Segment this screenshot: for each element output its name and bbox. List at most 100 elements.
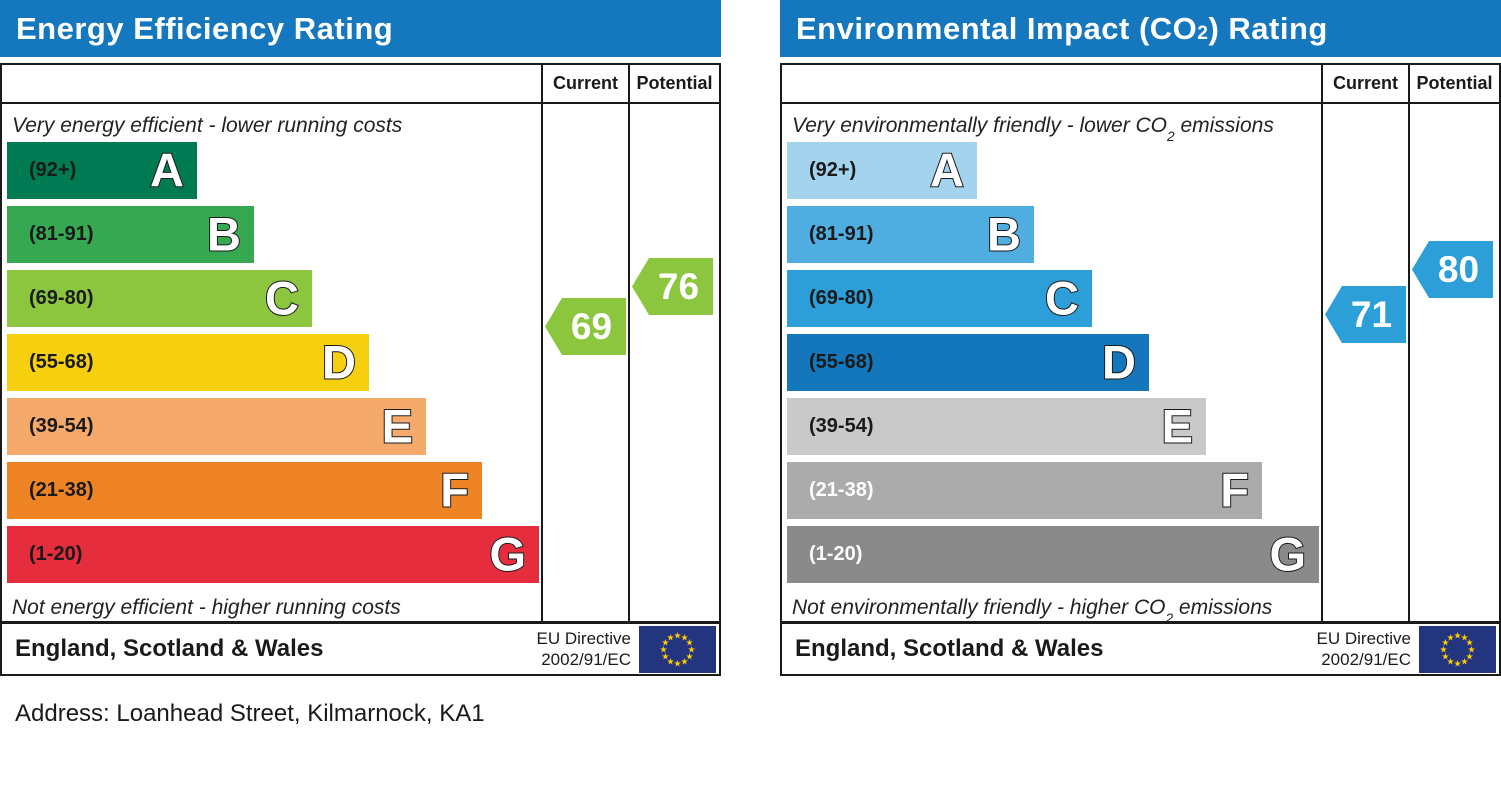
eu-flag-icon: ★ ★ ★ ★ ★ ★ ★ ★ ★ ★ ★ ★ xyxy=(639,625,716,673)
co2-footer: England, Scotland & Wales EU Directive 2… xyxy=(782,621,1499,674)
co2-column-header-current: Current xyxy=(1321,65,1408,102)
co2-title-suffix: ) Rating xyxy=(1208,10,1328,46)
co2-band-row-e: (39-54) E xyxy=(787,398,1206,455)
svg-text:★: ★ xyxy=(659,645,667,655)
energy-caption-bottom: Not energy efficient - higher running co… xyxy=(2,590,541,621)
co2-band-range-d: (55-68) xyxy=(809,351,874,373)
energy-band-row-e: (39-54) E xyxy=(7,398,426,455)
svg-text:★: ★ xyxy=(1453,631,1461,641)
svg-text:★: ★ xyxy=(686,652,694,662)
co2-potential-column: 80 xyxy=(1408,104,1499,621)
co2-band-range-a: (92+) xyxy=(809,159,857,181)
co2-bands: (92+) A (81-91) B (69-80) C (55-68) xyxy=(782,142,1321,583)
svg-text:★: ★ xyxy=(1466,638,1474,648)
svg-text:★: ★ xyxy=(1441,652,1449,662)
co2-band-row-c: (69-80) C xyxy=(787,270,1092,327)
svg-text:★: ★ xyxy=(687,645,695,655)
co2-band-letter-a: A xyxy=(929,143,965,197)
energy-current-column: 69 xyxy=(541,104,628,621)
energy-band-letter-g: G xyxy=(488,527,527,581)
co2-band-range-f: (21-38) xyxy=(809,479,874,501)
energy-panel-title: Energy Efficiency Rating xyxy=(0,0,721,57)
energy-band-letter-c: C xyxy=(264,271,300,325)
energy-band-letter-e: E xyxy=(381,399,414,453)
energy-potential-column: 76 xyxy=(628,104,719,621)
co2-table-header-row: Current Potential xyxy=(782,65,1499,104)
energy-band-letter-b: B xyxy=(206,207,242,261)
address-line: Address: Loanhead Street, Kilmarnock, KA… xyxy=(15,700,485,727)
energy-band-row-b: (81-91) B xyxy=(7,206,254,263)
svg-text:★: ★ xyxy=(1441,638,1449,648)
co2-caption-top: Very environmentally friendly - lower CO… xyxy=(782,104,1321,143)
energy-band-range-f: (21-38) xyxy=(29,479,94,501)
co2-column-header-potential: Potential xyxy=(1408,65,1499,102)
co2-band-letter-e: E xyxy=(1161,399,1194,453)
svg-text:★: ★ xyxy=(666,633,674,643)
svg-text:★: ★ xyxy=(673,631,681,641)
svg-text:★: ★ xyxy=(686,638,694,648)
co2-caption-bottom: Not environmentally friendly - higher CO… xyxy=(782,590,1321,621)
co2-band-plot: Very environmentally friendly - lower CO… xyxy=(782,104,1321,621)
energy-footer-region-label: England, Scotland & Wales xyxy=(15,635,324,662)
energy-band-plot: Very energy efficient - lower running co… xyxy=(2,104,541,621)
energy-band-row-a: (92+) A xyxy=(7,142,197,199)
energy-header-spacer xyxy=(2,65,541,102)
energy-title-text: Energy Efficiency Rating xyxy=(16,10,394,46)
svg-text:★: ★ xyxy=(1466,652,1474,662)
svg-text:★: ★ xyxy=(1460,633,1468,643)
co2-eu-directive-label: EU Directive 2002/91/EC xyxy=(1317,628,1411,671)
co2-band-row-d: (55-68) D xyxy=(787,334,1149,391)
energy-band-range-c: (69-80) xyxy=(29,287,94,309)
energy-table-header-row: Current Potential xyxy=(2,65,719,104)
energy-eu-directive-line2: 2002/91/EC xyxy=(541,650,631,669)
co2-caption-bottom-subscript: 2 xyxy=(1165,610,1174,621)
co2-band-range-g: (1-20) xyxy=(809,543,863,565)
energy-bands: (92+) A (81-91) B (69-80) C (55-68) xyxy=(2,142,541,583)
energy-footer: England, Scotland & Wales EU Directive 2… xyxy=(2,621,719,674)
energy-caption-top-text: Very energy efficient - lower running co… xyxy=(12,114,403,137)
co2-panel-title: Environmental Impact (CO 2) Rating xyxy=(780,0,1501,57)
co2-current-arrow: 71 xyxy=(1325,286,1406,343)
energy-band-range-d: (55-68) xyxy=(29,351,94,373)
co2-caption-top-text: Very environmentally friendly - lower CO xyxy=(792,114,1168,137)
energy-eu-directive-line1: EU Directive xyxy=(536,628,631,648)
svg-text:★: ★ xyxy=(673,659,681,669)
svg-text:★: ★ xyxy=(680,633,688,643)
co2-band-letter-c: C xyxy=(1044,271,1080,325)
co2-footer-region-label: England, Scotland & Wales xyxy=(795,635,1104,662)
co2-band-row-g: (1-20) G xyxy=(787,526,1319,583)
svg-text:★: ★ xyxy=(1460,657,1468,667)
energy-column-header-potential: Potential xyxy=(628,65,719,102)
co2-band-range-c: (69-80) xyxy=(809,287,874,309)
co2-current-value: 71 xyxy=(1350,293,1393,335)
svg-text:★: ★ xyxy=(1439,645,1447,655)
energy-band-range-e: (39-54) xyxy=(29,415,94,437)
co2-title-text: Environmental Impact (CO xyxy=(796,10,1198,46)
co2-caption-top-suffix: emissions xyxy=(1174,114,1274,137)
energy-table-body: Very energy efficient - lower running co… xyxy=(2,104,719,621)
co2-rating-panel: Environmental Impact (CO 2) Rating Curren… xyxy=(780,0,1501,676)
energy-band-letter-f: F xyxy=(439,463,470,517)
energy-rating-table: Current Potential Very energy efficient … xyxy=(0,63,721,676)
eu-flag-icon: ★ ★ ★ ★ ★ ★ ★ ★ ★ ★ ★ ★ xyxy=(1419,625,1496,673)
co2-band-range-e: (39-54) xyxy=(809,415,874,437)
co2-band-row-f: (21-38) F xyxy=(787,462,1262,519)
energy-band-row-d: (55-68) D xyxy=(7,334,369,391)
svg-text:★: ★ xyxy=(666,657,674,667)
svg-text:★: ★ xyxy=(1446,633,1454,643)
co2-current-column: 71 xyxy=(1321,104,1408,621)
energy-rating-panel: Energy Efficiency Rating Current Potenti… xyxy=(0,0,721,676)
co2-eu-directive-line1: EU Directive xyxy=(1316,628,1411,648)
co2-table-body: Very environmentally friendly - lower CO… xyxy=(782,104,1499,621)
energy-eu-directive-label: EU Directive 2002/91/EC xyxy=(537,628,631,671)
energy-band-range-g: (1-20) xyxy=(29,543,83,565)
energy-band-row-f: (21-38) F xyxy=(7,462,482,519)
co2-band-letter-b: B xyxy=(986,207,1022,261)
co2-header-spacer xyxy=(782,65,1321,102)
co2-potential-value: 80 xyxy=(1437,248,1480,290)
co2-band-letter-f: F xyxy=(1219,463,1250,517)
co2-band-letter-d: D xyxy=(1101,335,1137,389)
co2-caption-bottom-text: Not environmentally friendly - higher CO xyxy=(792,596,1166,619)
energy-band-row-g: (1-20) G xyxy=(7,526,539,583)
